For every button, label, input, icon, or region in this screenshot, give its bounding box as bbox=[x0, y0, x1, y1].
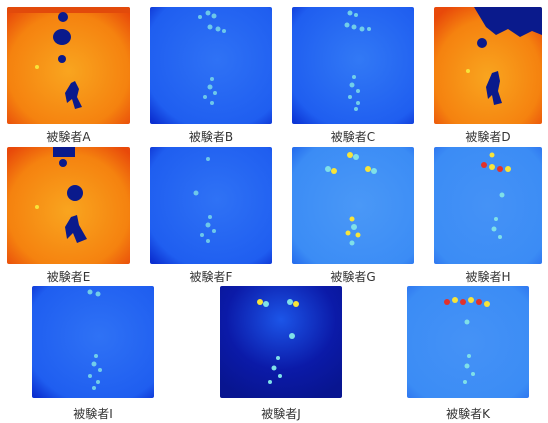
subject-panel-g: 被験者G bbox=[292, 147, 414, 287]
thermal-heatmap bbox=[434, 7, 542, 124]
subject-label: 被験者K bbox=[446, 407, 490, 421]
thermal-heatmap bbox=[150, 7, 272, 124]
subject-panel-a: 被験者A bbox=[7, 7, 130, 147]
thermal-heatmap bbox=[220, 286, 342, 398]
thermal-heatmap bbox=[7, 7, 130, 124]
thermal-heatmap bbox=[32, 286, 154, 398]
subject-panel-h: 被験者H bbox=[434, 147, 542, 287]
subject-label: 被験者A bbox=[46, 130, 91, 144]
subject-label: 被験者I bbox=[73, 407, 113, 421]
thermal-heatmap bbox=[434, 147, 542, 264]
subject-label: 被験者G bbox=[330, 270, 376, 284]
subject-label: 被験者E bbox=[46, 270, 91, 284]
thermal-heatmap bbox=[407, 286, 529, 398]
subject-panel-j: 被験者J bbox=[220, 286, 342, 423]
thermal-heatmap bbox=[292, 7, 414, 124]
subject-panel-f: 被験者F bbox=[150, 147, 272, 287]
thermal-heatmap bbox=[292, 147, 414, 264]
thermal-heatmap bbox=[150, 147, 272, 264]
subject-panel-c: 被験者C bbox=[292, 7, 414, 147]
subject-label: 被験者F bbox=[189, 270, 233, 284]
subject-panel-b: 被験者B bbox=[150, 7, 272, 147]
thermal-heatmap bbox=[7, 147, 130, 264]
subject-label: 被験者D bbox=[465, 130, 511, 144]
subject-label: 被験者J bbox=[261, 407, 301, 421]
subject-label: 被験者C bbox=[330, 130, 376, 144]
subject-label: 被験者B bbox=[188, 130, 234, 144]
subject-panel-d: 被験者D bbox=[434, 7, 542, 147]
subject-label: 被験者H bbox=[465, 270, 511, 284]
subject-panel-i: 被験者I bbox=[32, 286, 154, 423]
subject-panel-e: 被験者E bbox=[7, 147, 130, 287]
subject-panel-k: 被験者K bbox=[407, 286, 529, 423]
